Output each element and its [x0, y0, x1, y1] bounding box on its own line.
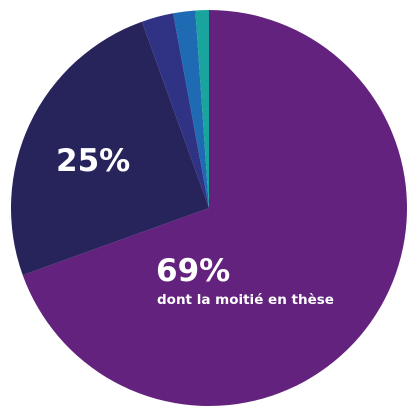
pie-slice-2	[141, 13, 209, 209]
pie-slices	[11, 9, 408, 406]
slice-label-25: 25%	[56, 143, 130, 179]
pie-slice-0	[22, 10, 408, 406]
slice-sublabel-69: dont la moitié en thèse	[157, 292, 334, 308]
pie-slice-4	[195, 9, 209, 208]
slice-label-69: 69%	[156, 253, 230, 289]
pie-slice-1	[11, 21, 210, 276]
pie-slice-3	[173, 10, 209, 208]
